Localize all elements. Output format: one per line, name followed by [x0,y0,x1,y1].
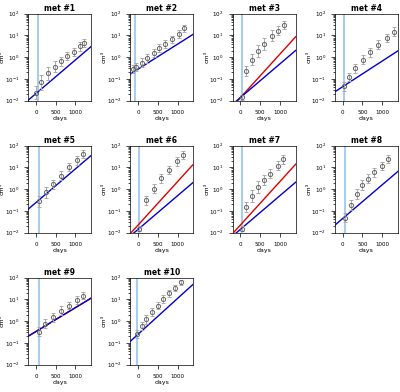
X-axis label: days: days [52,248,67,253]
Title: met #1: met #1 [44,4,75,13]
X-axis label: days: days [257,248,272,253]
Title: met #5: met #5 [44,136,75,145]
Y-axis label: cm³: cm³ [204,183,209,195]
Y-axis label: cm³: cm³ [0,183,4,195]
Y-axis label: cm³: cm³ [306,51,312,63]
Y-axis label: cm³: cm³ [0,315,4,327]
Title: met #10: met #10 [144,268,180,277]
X-axis label: days: days [359,116,374,121]
X-axis label: days: days [52,380,67,385]
Y-axis label: cm³: cm³ [102,51,107,63]
X-axis label: days: days [257,116,272,121]
X-axis label: days: days [154,380,169,385]
Title: met #6: met #6 [146,136,177,145]
X-axis label: days: days [154,248,169,253]
Y-axis label: cm³: cm³ [204,51,209,63]
X-axis label: days: days [359,248,374,253]
Title: met #8: met #8 [351,136,382,145]
X-axis label: days: days [154,116,169,121]
Y-axis label: cm³: cm³ [306,183,312,195]
Y-axis label: cm³: cm³ [102,315,107,327]
X-axis label: days: days [52,116,67,121]
Y-axis label: cm³: cm³ [0,51,4,63]
Y-axis label: cm³: cm³ [102,183,107,195]
Title: met #7: met #7 [248,136,280,145]
Title: met #9: met #9 [44,268,75,277]
Title: met #4: met #4 [351,4,382,13]
Title: met #3: met #3 [249,4,280,13]
Title: met #2: met #2 [146,4,177,13]
